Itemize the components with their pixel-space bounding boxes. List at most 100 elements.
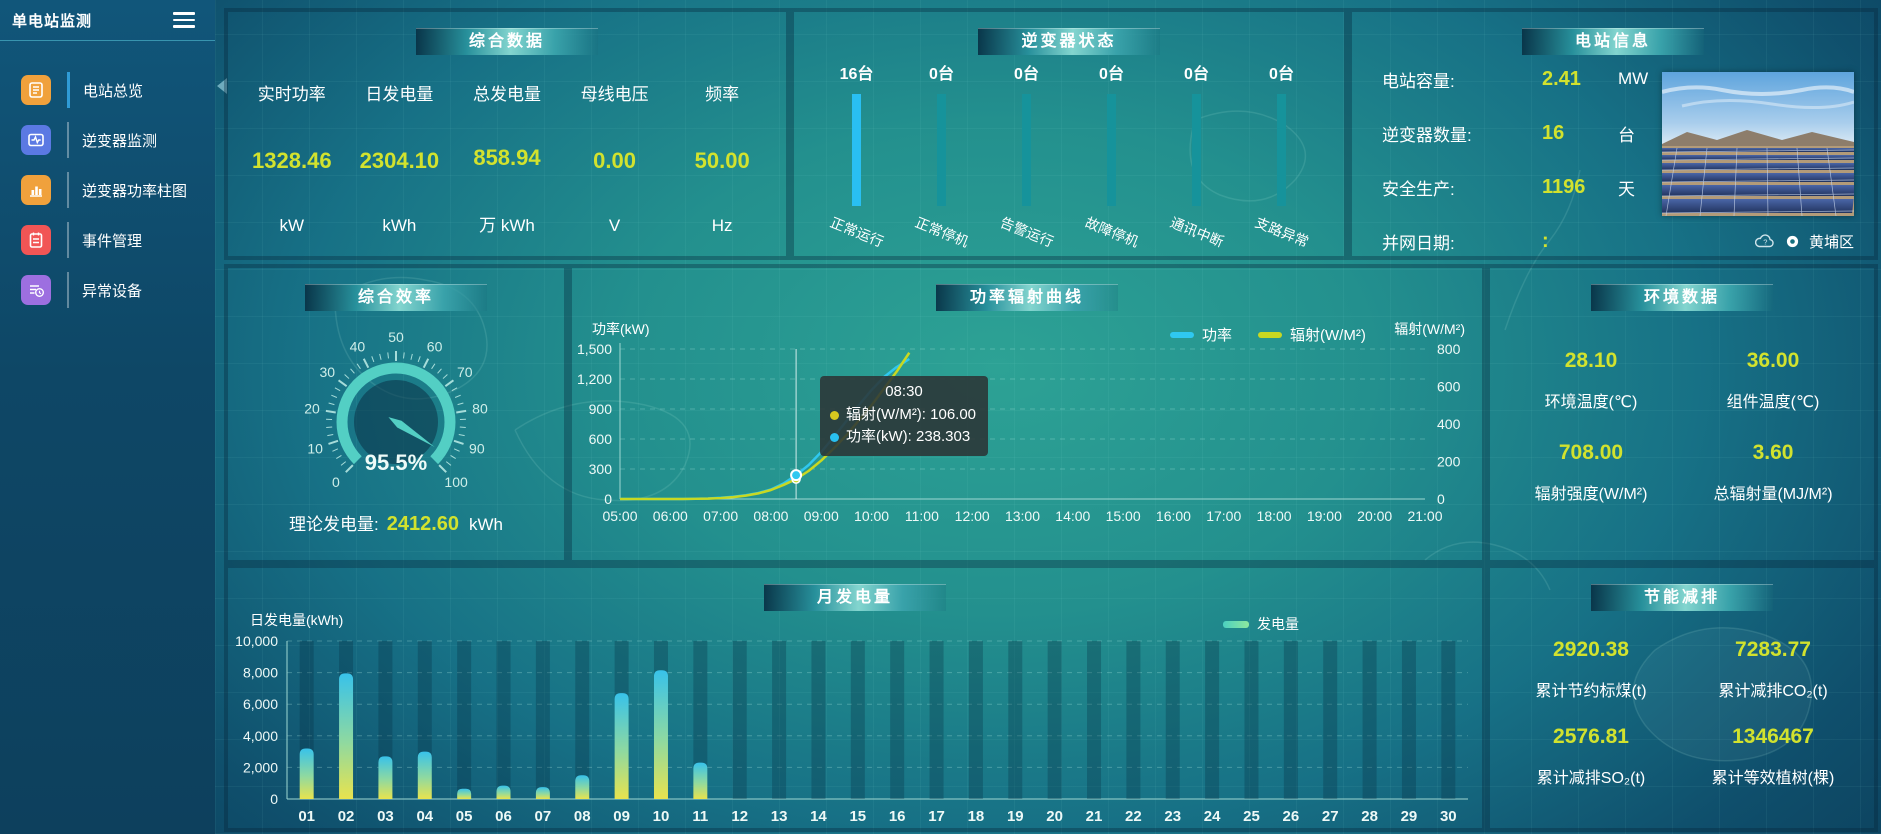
power-radiation-line-chart[interactable]: 0 300 600 900 1,200 1,500 0 200 400 600 800 功率(kW) 辐…: [572, 268, 1482, 560]
svg-text:05: 05: [456, 808, 473, 825]
stat-label: 频率: [705, 85, 740, 104]
bar-chart-icon: [21, 175, 51, 205]
stat-value: 36.00: [1746, 348, 1800, 372]
stat-ambient-temp: 28.10 环境温度(℃): [1500, 334, 1682, 426]
tooltip-time: 08:30: [885, 383, 923, 400]
legend-item-radiation[interactable]: 辐射(W/M²): [1258, 324, 1366, 345]
svg-text:功率(kW): 功率(kW): [592, 321, 650, 337]
stat-value: 1328.46: [252, 147, 332, 173]
sidebar-item-inverter-monitor[interactable]: 逆变器监测: [0, 115, 215, 165]
svg-text:25: 25: [1243, 808, 1260, 825]
info-label: 逆变器数量:: [1382, 125, 1472, 145]
gauge-ring: [336, 362, 456, 465]
panel-title: 环境数据: [1591, 284, 1773, 311]
svg-text:300: 300: [589, 461, 613, 477]
status-label: 正常停机: [912, 214, 971, 250]
grid: 0 2,000 4,000 6,000 8,000 10,000 日发电量(kWh): [235, 612, 1468, 807]
stat-label: 日发电量: [365, 85, 434, 104]
svg-text:400: 400: [1437, 416, 1461, 432]
svg-text:06: 06: [495, 808, 512, 825]
stat-value: 3.60: [1752, 440, 1794, 464]
stat-frequency: 频率 50.00 Hz: [668, 64, 776, 248]
hover-marker-power: [790, 469, 803, 482]
curve-legend: 功率 辐射(W/M²): [1170, 324, 1366, 345]
panel-title: 节能减排: [1591, 584, 1773, 611]
monthly-energy-bar-chart[interactable]: 0 2,000 4,000 6,000 8,000 10,000 日发电量(kWh) 01 02…: [228, 568, 1482, 828]
row-inverter-count: 逆变器数量: 16 台: [1382, 106, 1854, 160]
svg-text:10,000: 10,000: [235, 633, 278, 649]
y-axis-labels: 0 300 600 900 1,200 1,500 0 200 400 600 800 功率(kW) 辐…: [577, 321, 1465, 507]
legend-label: 发电量: [1257, 616, 1299, 632]
svg-text:600: 600: [1437, 379, 1461, 395]
inverter-status-bars: 16台 正常运行 0台 正常停机 0台 告警运行 0台 故障停机: [814, 60, 1324, 250]
stat-label: 总发电量: [472, 85, 541, 104]
svg-text:17:00: 17:00: [1206, 508, 1241, 524]
station-photo: [1637, 72, 1860, 217]
sidebar-item-inverter-power-bars[interactable]: 逆变器功率柱图: [0, 165, 215, 215]
panel-energy-savings: 节能减排 2920.38 累计节约标煤(t) 7283.77 累计减排CO₂(t…: [1490, 568, 1874, 828]
svg-text:12:00: 12:00: [955, 508, 990, 524]
svg-text:11: 11: [692, 808, 708, 825]
theoretical-energy-label: 理论发电量:: [288, 515, 379, 534]
info-label: 电站容量:: [1382, 71, 1455, 91]
panel-title: 逆变器状态: [978, 28, 1160, 55]
svg-text:8,000: 8,000: [243, 665, 278, 681]
theoretical-energy-unit: kWh: [469, 515, 504, 534]
legend-item-energy[interactable]: 发电量: [1223, 614, 1299, 634]
sidebar-item-label: 逆变器功率柱图: [82, 182, 188, 200]
stat-label: 累计等效植树(棵): [1711, 770, 1835, 787]
svg-text:08: 08: [574, 808, 591, 825]
gauge-labels: 0 10 20 30 40 50 60 70 80 90 100: [304, 329, 488, 490]
svg-text:70: 70: [457, 364, 473, 380]
stat-value: 2304.10: [359, 147, 440, 173]
info-label: 安全生产:: [1382, 179, 1455, 199]
info-unit: 天: [1618, 179, 1635, 199]
svg-text:16:00: 16:00: [1156, 508, 1191, 524]
panel-title: 综合效率: [305, 284, 487, 311]
stat-trees-equivalent: 1346467 累计等效植树(棵): [1682, 713, 1864, 800]
item-rail: [67, 122, 69, 158]
info-label: 并网日期:: [1382, 233, 1455, 253]
sidebar-item-abnormal-devices[interactable]: 异常设备: [0, 265, 215, 315]
svg-text:80: 80: [472, 401, 488, 417]
bars: [299, 670, 708, 799]
svg-text:10: 10: [653, 808, 670, 825]
efficiency-gauge-chart[interactable]: 0 10 20 30 40 50 60 70 80 90 100: [228, 304, 564, 544]
svg-text:11:00: 11:00: [905, 508, 939, 524]
stat-value: 858.94: [473, 145, 541, 170]
svg-text:0: 0: [270, 791, 278, 807]
geo-cluster: ? 黄埔区: [1752, 231, 1854, 252]
station-info-rows: 电站容量: 2.41 MW 逆变器数量: 16 台 安全生产: 1196 天 并…: [1382, 52, 1854, 268]
status-bar: [1277, 94, 1286, 206]
svg-text:900: 900: [589, 401, 613, 417]
svg-text:18: 18: [968, 808, 985, 825]
hamburger-menu-icon[interactable]: [173, 12, 195, 28]
legend-item-power[interactable]: 功率: [1170, 324, 1232, 345]
app-title: 单电站监测: [12, 12, 93, 30]
sidebar-collapse-arrow-icon[interactable]: [217, 78, 227, 94]
stat-unit: V: [608, 216, 621, 235]
svg-text:2,000: 2,000: [243, 759, 278, 775]
status-normal-stopped: 0台 正常停机: [899, 60, 984, 250]
info-value: 2.41: [1542, 67, 1581, 90]
svg-text:14: 14: [810, 808, 827, 825]
stat-unit: kW: [279, 216, 305, 235]
status-count: 0台: [1184, 66, 1209, 83]
radiation-dot-icon: [830, 410, 839, 420]
stat-label: 环境温度(℃): [1544, 393, 1638, 411]
sidebar-item-station-overview[interactable]: 电站总览: [0, 65, 215, 115]
tooltip-radiation-row: 辐射(W/M²): 106.00: [830, 404, 978, 426]
stat-value: 50.00: [694, 147, 750, 173]
svg-text:辐射(W/M²): 辐射(W/M²): [1394, 321, 1465, 337]
svg-text:19: 19: [1007, 808, 1024, 825]
sidebar-item-event-management[interactable]: 事件管理: [0, 215, 215, 265]
bar-backgrounds: [299, 641, 1456, 799]
svg-text:20:00: 20:00: [1357, 508, 1392, 524]
stat-value: 2920.38: [1553, 638, 1629, 661]
status-normal-running: 16台 正常运行: [814, 60, 899, 250]
panel-station-info: 电站信息 电站容量: 2.41 MW 逆变器数量: 16 台 安全生产: 119…: [1352, 12, 1874, 256]
stat-label: 累计减排CO₂(t): [1718, 683, 1828, 700]
svg-text:0: 0: [1437, 491, 1445, 507]
status-bar: [1107, 94, 1116, 206]
svg-text:200: 200: [1437, 454, 1461, 470]
